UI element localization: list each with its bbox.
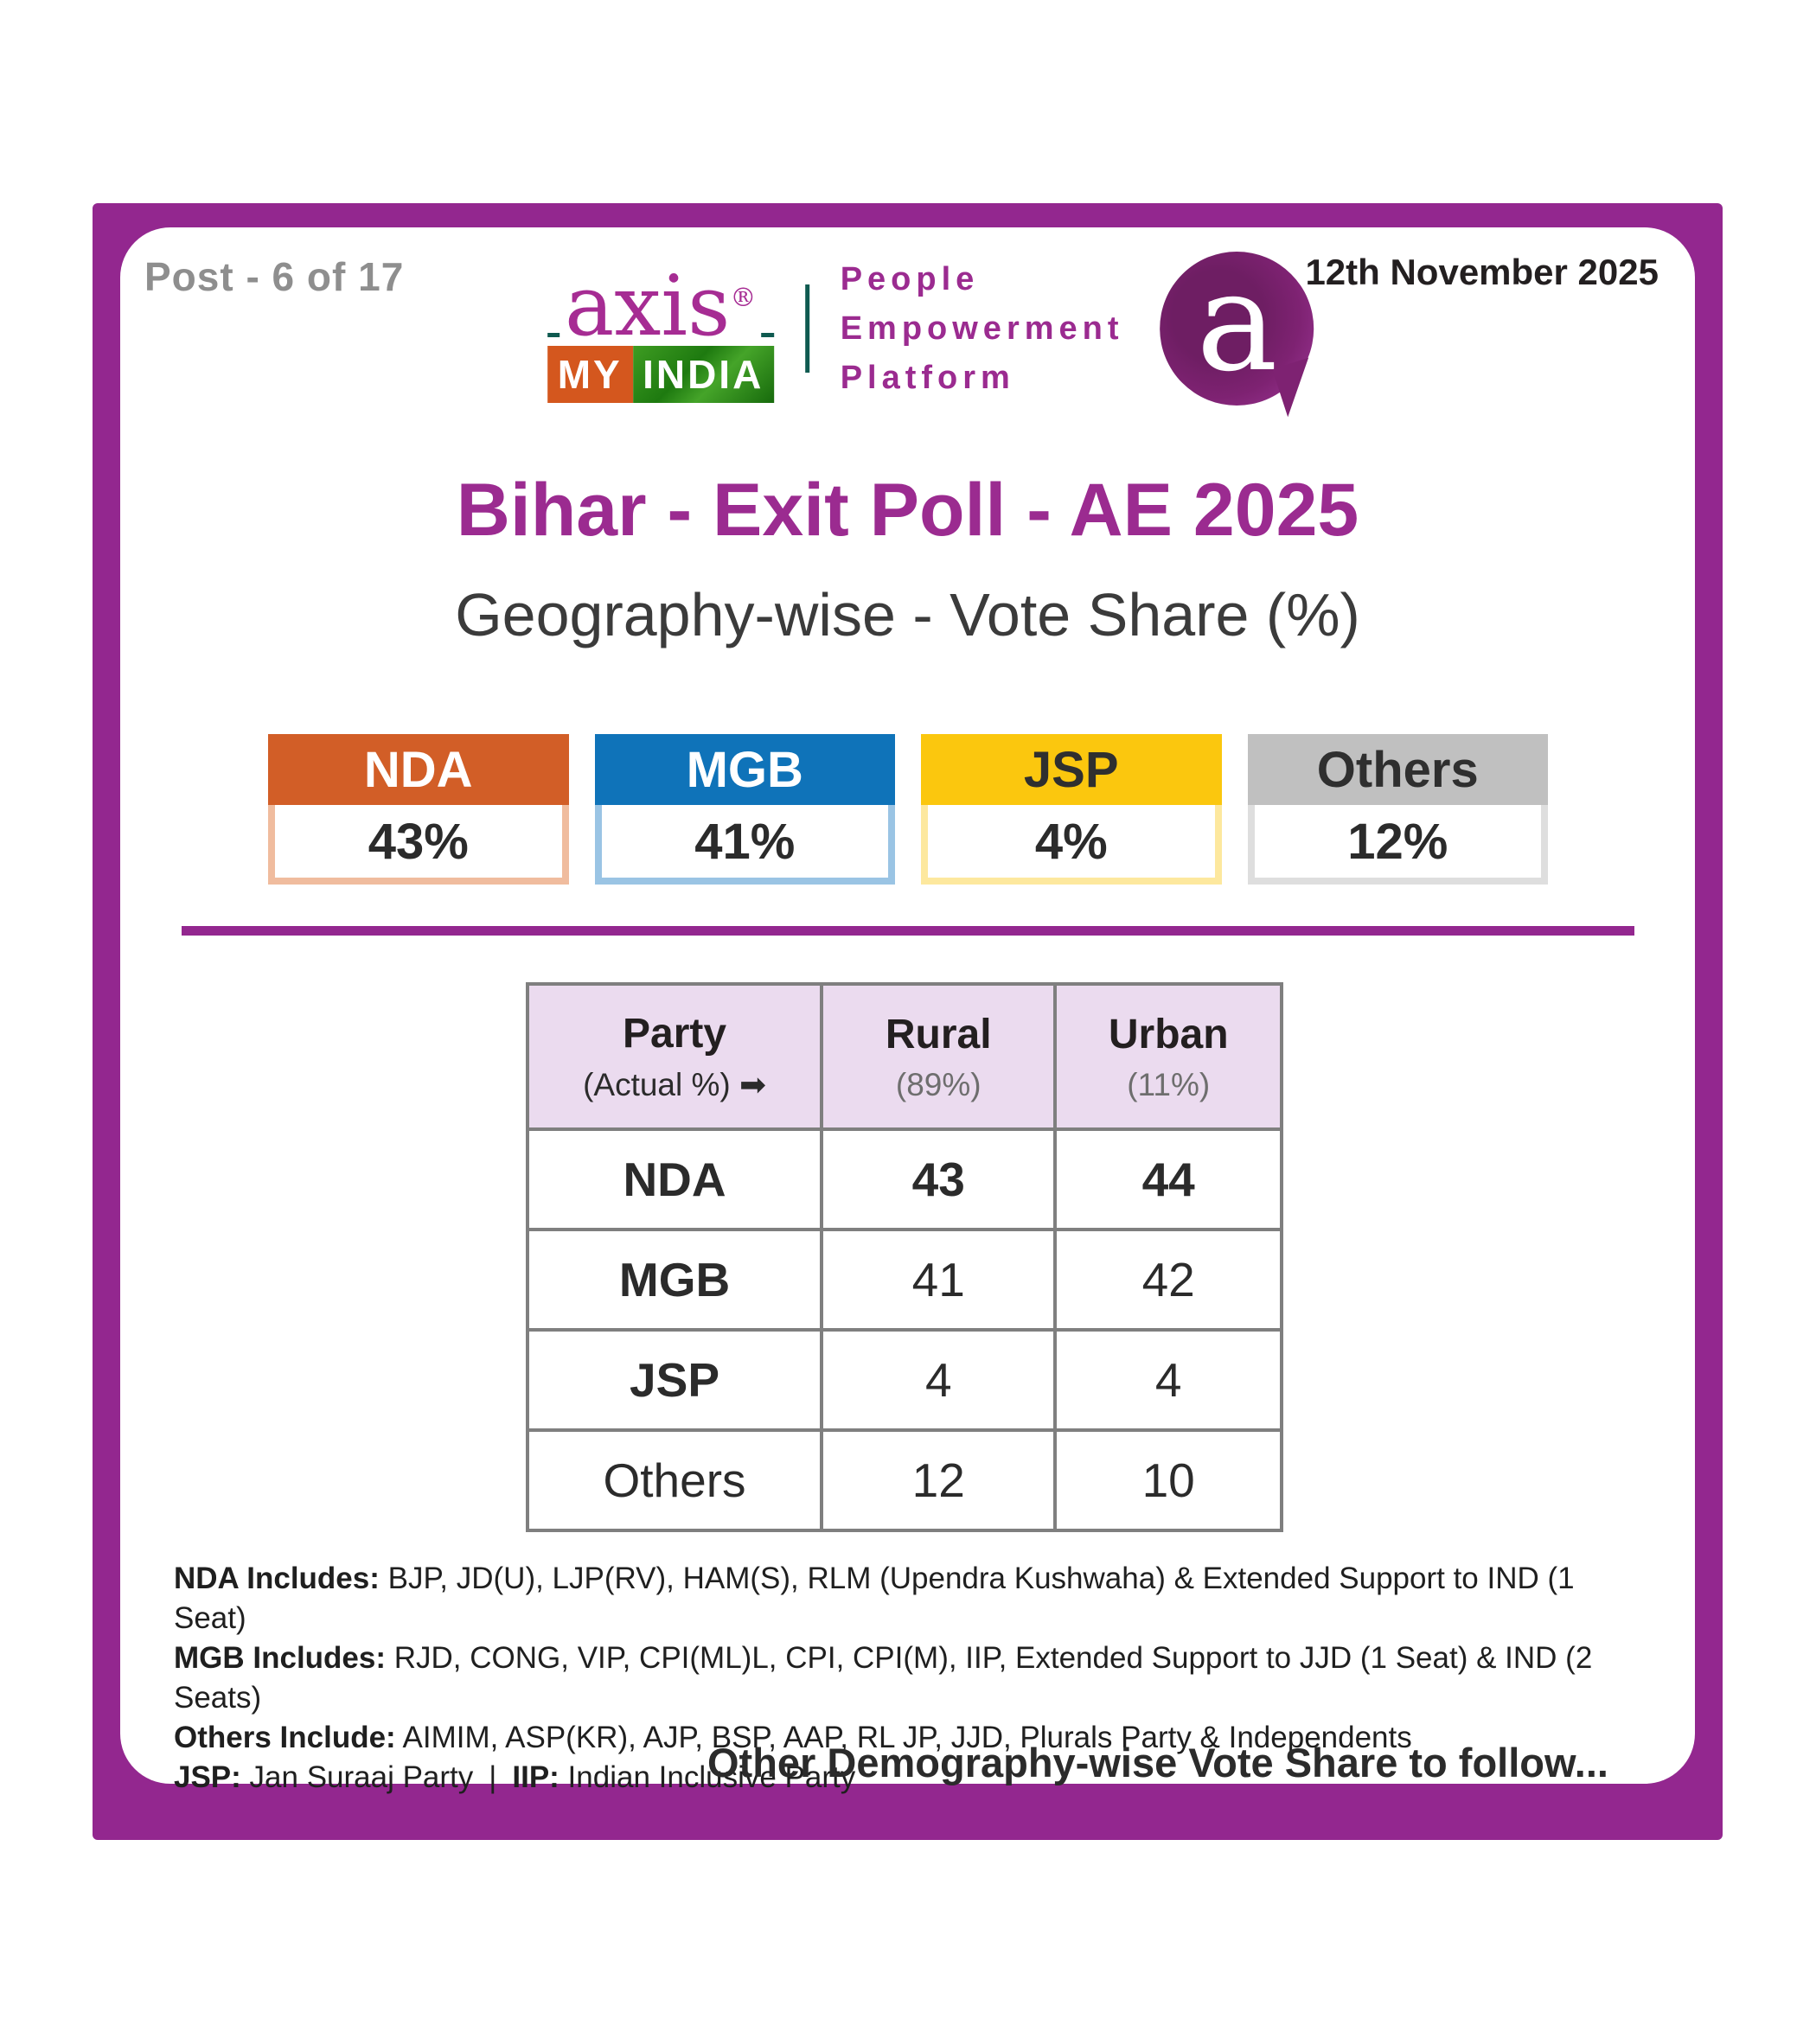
logo-underline-right — [761, 333, 774, 337]
axis-my-india-logo: axis® MY INDIA People Empowerment Platfo… — [547, 252, 1325, 418]
vote-share-card-others: Others 12% — [1247, 734, 1548, 885]
table-header-row: Party (Actual %) ➡ Rural (89%) Urban (11… — [525, 982, 1283, 1131]
footnotes: NDA Includes: BJP, JD(U), LJP(RV), HAM(S… — [174, 1559, 1644, 1798]
date-label: 12th November 2025 — [1305, 252, 1659, 292]
vote-share-value-nda: 43% — [268, 805, 569, 885]
footer-note: Other Demography-wise Vote Share to foll… — [707, 1740, 1608, 1785]
footnote-mgb: MGB Includes: RJD, CONG, VIP, CPI(ML)L, … — [174, 1641, 1593, 1715]
party-name-mgb: MGB — [594, 734, 895, 805]
cell-urban: 42 — [1053, 1228, 1283, 1332]
table-row-others: Others 12 10 — [525, 1428, 1283, 1532]
logo-divider-line — [804, 284, 809, 373]
cell-party: NDA — [525, 1127, 824, 1231]
party-name-nda: NDA — [268, 734, 569, 805]
column-header-rural: Rural (89%) — [820, 982, 1058, 1131]
content-card: Post - 6 of 17 12th November 2025 axis® … — [120, 227, 1695, 1794]
footnote-others: Others Include: AIMIM, ASP(KR), AJP, BSP… — [174, 1721, 1412, 1754]
cell-urban: 4 — [1053, 1328, 1283, 1432]
cell-rural: 41 — [820, 1228, 1058, 1332]
column-header-party: Party (Actual %) ➡ — [525, 982, 824, 1131]
vote-share-value-jsp: 4% — [921, 805, 1222, 885]
axis-logo: axis® MY INDIA — [547, 254, 774, 403]
cell-party: MGB — [525, 1228, 824, 1332]
axis-wordmark: axis® — [565, 257, 757, 355]
party-name-others: Others — [1247, 734, 1548, 805]
table-row-nda: NDA 43 44 — [525, 1127, 1283, 1231]
cell-rural: 43 — [820, 1127, 1058, 1231]
vote-share-card-nda: NDA 43% — [268, 734, 569, 885]
cell-rural: 4 — [820, 1328, 1058, 1432]
table-row-mgb: MGB 41 42 — [525, 1228, 1283, 1332]
post-counter: Post - 6 of 17 — [144, 254, 405, 299]
cell-party: JSP — [525, 1328, 824, 1432]
geography-vote-share-table: Party (Actual %) ➡ Rural (89%) Urban (11… — [525, 982, 1283, 1532]
vote-share-card-jsp: JSP 4% — [921, 734, 1222, 885]
page-title: Bihar - Exit Poll - AE 2025 — [456, 469, 1359, 552]
logo-underline-left — [547, 333, 560, 337]
cell-party: Others — [525, 1428, 824, 1532]
vote-share-cards: NDA 43% MGB 41% JSP 4% Others 12% — [268, 734, 1548, 885]
cell-rural: 12 — [820, 1428, 1058, 1532]
column-header-urban: Urban (11%) — [1053, 982, 1283, 1131]
cell-urban: 10 — [1053, 1428, 1283, 1532]
purple-frame: Post - 6 of 17 12th November 2025 axis® … — [93, 203, 1723, 1840]
table-row-jsp: JSP 4 4 — [525, 1328, 1283, 1432]
horizontal-divider — [182, 926, 1634, 936]
speech-bubble-tail — [1272, 357, 1325, 418]
vote-share-value-others: 12% — [1247, 805, 1548, 885]
footnote-jsp-iip: JSP: Jan Suraaj Party | IIP: Indian Inclus… — [174, 1758, 1644, 1798]
actual-percent-arrow: (Actual %) ➡ — [583, 1067, 766, 1102]
logo-my-box: MY — [547, 346, 633, 403]
footnote-nda: NDA Includes: BJP, JD(U), LJP(RV), HAM(S… — [174, 1562, 1575, 1635]
logo-tagline: People Empowerment Platform — [840, 260, 1124, 396]
party-name-jsp: JSP — [921, 734, 1222, 805]
axis-speech-bubble-icon: a — [1160, 252, 1325, 418]
cell-urban: 44 — [1053, 1127, 1283, 1231]
vote-share-card-mgb: MGB 41% — [594, 734, 895, 885]
page-subtitle: Geography-wise - Vote Share (%) — [455, 581, 1360, 648]
registered-mark: ® — [730, 282, 757, 313]
footnote-separator: | — [489, 1760, 497, 1794]
logo-india-box: INDIA — [632, 346, 774, 403]
vote-share-value-mgb: 41% — [594, 805, 895, 885]
